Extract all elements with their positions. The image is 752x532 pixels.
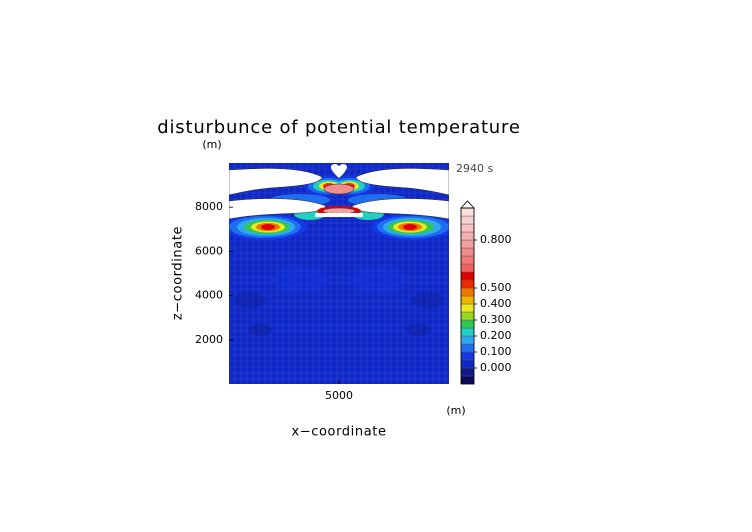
colorbar-segment [460, 343, 475, 353]
y-tick-label: 4000 [195, 289, 223, 302]
contour-fill [323, 183, 355, 195]
colorbar-segment [460, 303, 475, 313]
colorbar-segment [460, 231, 475, 241]
y-unit: (m) [202, 138, 221, 151]
colorbar-segment [460, 255, 475, 265]
contour-fill [350, 266, 406, 294]
y-tick-label: 8000 [195, 200, 223, 213]
time-label: 2940 s [456, 162, 493, 175]
masked-region [315, 213, 363, 217]
colorbar-segment [460, 223, 475, 233]
colorbar-segment [460, 287, 475, 297]
y-tick-label: 2000 [195, 333, 223, 346]
y-axis-label: z−coordinate [171, 226, 186, 320]
x-unit: (m) [446, 404, 465, 417]
colorbar-segment [460, 239, 475, 249]
contour-fill [412, 292, 444, 308]
colorbar-tick-label: 0.800 [480, 233, 512, 246]
colorbar-segment [460, 359, 475, 369]
y-tick-label: 6000 [195, 244, 223, 257]
colorbar-segment [460, 311, 475, 321]
colorbar-segment [460, 271, 475, 281]
colorbar-tick-label: 0.200 [480, 329, 512, 342]
colorbar-segment [460, 367, 475, 377]
colorbar-segment [460, 247, 475, 257]
colorbar-segment [460, 215, 475, 225]
colorbar-extension [460, 200, 475, 209]
contour-fill [272, 266, 328, 294]
masked-region [351, 198, 449, 220]
colorbar-segment [460, 279, 475, 289]
contour-fill [234, 292, 266, 308]
colorbar-tick-label: 0.500 [480, 281, 512, 294]
colorbar-tick-label: 0.400 [480, 297, 512, 310]
contour-field [229, 163, 449, 384]
masked-region [330, 164, 348, 178]
contour-fill [229, 163, 449, 384]
x-tick-label: 5000 [325, 389, 353, 402]
masked-region [229, 168, 323, 196]
masked-region [229, 198, 327, 220]
x-axis-label: x−coordinate [291, 425, 386, 440]
colorbar-segment [460, 319, 475, 329]
contour-fill [261, 224, 275, 230]
colorbar-segment [460, 207, 475, 217]
masked-region [355, 168, 449, 196]
contour-fill [406, 324, 430, 336]
contour-fill [403, 224, 417, 230]
colorbar-tick-label: 0.100 [480, 345, 512, 358]
colorbar-segment [460, 263, 475, 273]
contour-fill [248, 324, 272, 336]
chart-title: disturbunce of potential temperature [157, 117, 520, 138]
overlay: 5000 2000 4000 6000 8000 0.000 0.100 0.200 0.300… [195, 200, 512, 402]
colorbar-tick-label: 0.000 [480, 361, 512, 374]
colorbar-tick-label: 0.300 [480, 313, 512, 326]
colorbar-segment [460, 335, 475, 345]
colorbar-segment [460, 327, 475, 337]
colorbar-segment [460, 375, 475, 385]
colorbar-segment [460, 351, 475, 361]
colorbar-frame [460, 207, 475, 385]
colorbar-segment [460, 295, 475, 305]
